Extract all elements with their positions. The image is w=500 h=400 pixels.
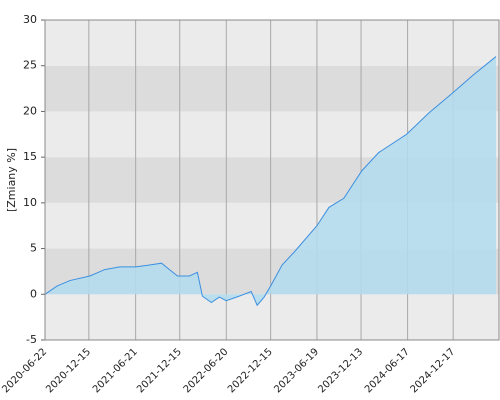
x-tick-label: 2021-06-21 [91,346,140,395]
x-tick-label: 2020-12-15 [44,346,93,395]
y-tick-label: 10 [23,196,37,209]
y-tick-label: 5 [30,242,37,255]
x-tick-label: 2023-06-19 [272,346,321,395]
y-tick-label: 25 [23,59,37,72]
x-tick-label: 2020-06-22 [0,346,49,395]
y-tick-label: 30 [23,13,37,26]
x-tick-label: 2023-12-13 [316,346,365,395]
line [44,56,497,307]
x-tick-label: 2022-06-20 [182,346,231,395]
band [45,65,499,112]
x-tick-label: 2021-12-15 [135,346,184,395]
x-tick-label: 2024-06-17 [363,346,412,395]
band [45,294,499,340]
y-tick-label: 20 [23,104,37,117]
y-tick-label: 15 [23,150,37,163]
area [45,56,497,306]
x-tick-label: 2022-12-15 [226,346,275,395]
x-tick-label: 2024-12-17 [409,346,458,395]
plot-frame [44,19,500,341]
band [45,20,499,66]
y-tick-label: -5 [26,333,37,346]
y-axis-label: [Zmiany %] [5,148,18,212]
y-tick-label: 0 [30,287,37,300]
